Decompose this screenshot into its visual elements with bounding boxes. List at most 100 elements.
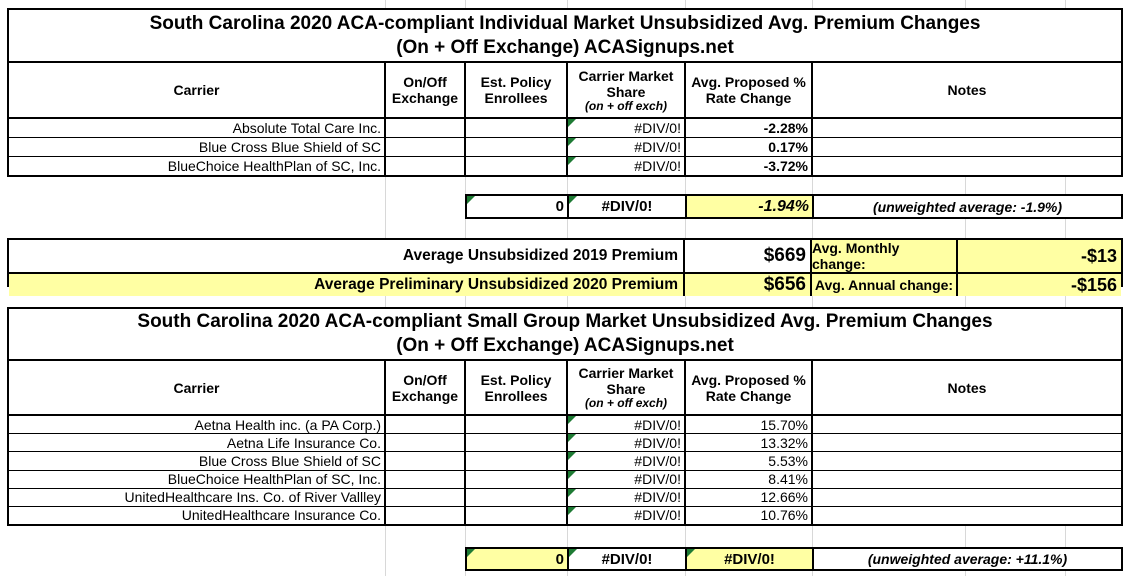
gridline [567,219,568,238]
totals-rate-change-cell[interactable]: #DIV/0! [685,549,812,569]
totals-enrollees-cell[interactable]: 0 [467,549,567,569]
cell-notes[interactable] [813,489,1121,506]
cell-market-share[interactable]: #DIV/0! [568,416,686,434]
premium-summary-block: Average Unsubsidized 2019 Premium $669 A… [7,238,1123,296]
gridline [812,526,813,547]
cell-exchange[interactable] [386,119,466,137]
cell-market-share[interactable]: #DIV/0! [568,506,686,525]
cell-carrier[interactable]: Aetna Health inc. (a PA Corp.) [9,416,386,434]
totals-enrollees-value: 0 [555,550,564,568]
market-share-value: #DIV/0! [634,120,681,136]
gridline [567,177,568,194]
header-carrier-market-share[interactable]: Carrier Market Share (on + off exch) [568,63,686,117]
header-carrier-market-share[interactable]: Carrier Market Share (on + off exch) [568,361,686,414]
cell-enrollees[interactable] [466,506,568,525]
cell-carrier[interactable]: UnitedHealthcare Insurance Co. [9,506,386,525]
gridline [1065,177,1066,194]
cell-exchange[interactable] [386,434,466,452]
cell-notes[interactable] [813,471,1121,488]
cell-exchange[interactable] [386,488,466,506]
cell-rate-change[interactable]: 13.32% [686,434,813,452]
cell-rate-change[interactable]: 15.70% [686,416,813,434]
cell-exchange[interactable] [386,416,466,434]
summary-value-2019[interactable]: $669 [685,240,812,272]
gridline [1065,571,1066,576]
cell-enrollees[interactable] [466,416,568,434]
totals-rate-change-cell[interactable]: -1.94% [685,196,812,217]
individual-market-table: South Carolina 2020 ACA-compliant Indivi… [7,8,1123,177]
cell-enrollees[interactable] [466,488,568,506]
cell-rate-change[interactable]: 5.53% [686,452,813,470]
header-market-share-main: Carrier Market Share [578,365,674,397]
summary-label-2020[interactable]: Average Preliminary Unsubsidized 2020 Pr… [9,274,685,296]
cell-exchange[interactable] [386,452,466,470]
cell-notes[interactable] [813,119,1121,137]
cell-carrier[interactable]: Blue Cross Blue Shield of SC [9,452,386,470]
cell-market-share[interactable]: #DIV/0! [568,470,686,488]
header-on-off-exchange[interactable]: On/Off Exchange [386,361,466,414]
cell-enrollees[interactable] [466,119,568,137]
cell-rate-change[interactable]: 10.76% [686,506,813,525]
cell-enrollees[interactable] [466,470,568,488]
gridline [567,0,568,8]
monthly-change-value[interactable]: -$13 [958,240,1121,272]
cell-exchange[interactable] [386,470,466,488]
summary-label-2019[interactable]: Average Unsubsidized 2019 Premium [9,240,685,272]
totals-note-cell[interactable]: (unweighted average: -1.9%) [812,196,1121,217]
error-indicator-icon [568,434,576,443]
header-est-policy-enrollees[interactable]: Est. Policy Enrollees [466,361,568,414]
totals-note-cell[interactable]: (unweighted average: +11.1%) [812,549,1121,569]
gridline [465,526,466,547]
cell-exchange[interactable] [386,138,466,156]
cell-enrollees[interactable] [466,138,568,156]
cell-exchange[interactable] [386,506,466,525]
totals-market-share-cell[interactable]: #DIV/0! [567,549,685,569]
annual-change-value[interactable]: -$156 [958,274,1121,296]
cell-notes[interactable] [813,452,1121,469]
cell-enrollees[interactable] [466,452,568,470]
cell-rate-change[interactable]: 8.41% [686,470,813,488]
header-on-off-exchange[interactable]: On/Off Exchange [386,63,466,117]
cell-carrier[interactable]: BlueChoice HealthPlan of SC, Inc. [9,470,386,488]
totals-enrollees-cell[interactable]: 0 [467,196,567,217]
cell-enrollees[interactable] [466,434,568,452]
monthly-change-label[interactable]: Avg. Monthly change: [812,240,958,272]
cell-carrier[interactable]: Aetna Life Insurance Co. [9,434,386,452]
cell-notes[interactable] [813,157,1121,175]
cell-enrollees[interactable] [466,157,568,175]
header-market-share-sub: (on + off exch) [584,98,668,113]
small-group-table-title-cell[interactable]: South Carolina 2020 ACA-compliant Small … [9,309,1121,361]
annual-change-label[interactable]: Avg. Annual change: [812,274,958,296]
cell-market-share[interactable]: #DIV/0! [568,138,686,156]
cell-carrier[interactable]: Blue Cross Blue Shield of SC [9,138,386,156]
cell-notes[interactable] [813,416,1121,433]
market-share-value: #DIV/0! [634,434,681,451]
header-carrier[interactable]: Carrier [9,361,386,414]
header-notes[interactable]: Notes [947,82,987,98]
cell-notes[interactable] [813,507,1121,524]
cell-market-share[interactable]: #DIV/0! [568,157,686,175]
cell-notes[interactable] [813,138,1121,156]
cell-rate-change[interactable]: -3.72% [686,157,813,175]
header-est-policy-enrollees[interactable]: Est. Policy Enrollees [466,63,568,117]
header-carrier[interactable]: Carrier [9,63,386,117]
cell-carrier[interactable]: UnitedHealthcare Ins. Co. of River Valll… [9,488,386,506]
header-notes[interactable]: Notes [947,379,987,396]
totals-market-share-cell[interactable]: #DIV/0! [567,196,685,217]
cell-rate-change[interactable]: -2.28% [686,119,813,137]
cell-market-share[interactable]: #DIV/0! [568,452,686,470]
cell-exchange[interactable] [386,157,466,175]
cell-market-share[interactable]: #DIV/0! [568,488,686,506]
cell-rate-change[interactable]: 12.66% [686,488,813,506]
cell-market-share[interactable]: #DIV/0! [568,119,686,137]
cell-carrier[interactable]: Absolute Total Care Inc. [9,119,386,137]
cell-rate-change[interactable]: 0.17% [686,138,813,156]
cell-notes[interactable] [813,434,1121,451]
header-avg-proposed-rate-change[interactable]: Avg. Proposed % Rate Change [686,361,813,414]
summary-value-2020[interactable]: $656 [685,274,812,296]
error-indicator-icon [569,549,577,557]
individual-table-title-cell[interactable]: South Carolina 2020 ACA-compliant Indivi… [9,10,1121,63]
header-avg-proposed-rate-change[interactable]: Avg. Proposed % Rate Change [686,63,813,117]
cell-carrier[interactable]: BlueChoice HealthPlan of SC, Inc. [9,157,386,175]
cell-market-share[interactable]: #DIV/0! [568,434,686,452]
